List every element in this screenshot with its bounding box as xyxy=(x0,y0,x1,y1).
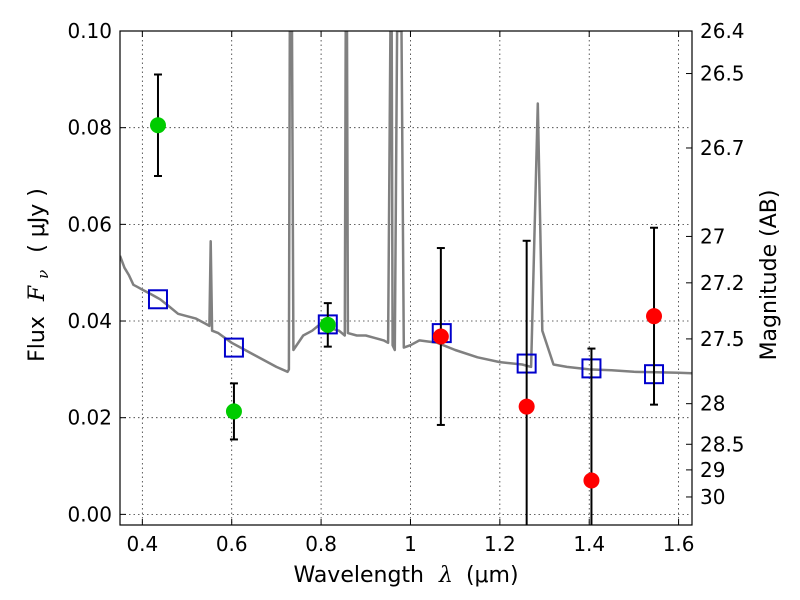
x-axis-label: Wavelength λ (μm) xyxy=(293,563,518,588)
right-tick-label: 27.2 xyxy=(700,271,745,295)
x-tick-label: 0.4 xyxy=(126,532,158,556)
right-tick-label: 27 xyxy=(700,224,725,248)
right-tick-label: 26.7 xyxy=(700,136,745,160)
model-flux-square xyxy=(147,289,168,310)
axes: 0.4 0.6 0.8 1 1.2 1.4 1.6 0.00 0.02 0.04 0.06 0.08 0… xyxy=(67,19,744,556)
right-axis-label: Magnitude (AB) xyxy=(757,190,782,361)
right-tick-label: 26.4 xyxy=(700,19,745,43)
right-tick-label: 28.5 xyxy=(700,432,745,456)
y-tick-label: 0.06 xyxy=(67,212,112,236)
model-flux-square xyxy=(223,337,244,358)
y-axis-label: Flux F ν ( μJy ) xyxy=(25,188,54,362)
right-tick-label: 29 xyxy=(700,458,725,482)
right-tick-label: 30 xyxy=(700,485,725,509)
photometry-point xyxy=(518,398,535,415)
x-tick-label: 1 xyxy=(404,532,417,556)
y-tick-label: 0.10 xyxy=(67,19,112,43)
right-tick-label: 26.5 xyxy=(700,62,745,86)
photometry-point xyxy=(432,328,449,345)
x-tick-label: 1.6 xyxy=(663,532,695,556)
photometry-point xyxy=(646,308,663,325)
right-tick-label: 28 xyxy=(700,392,725,416)
y-tick-label: 0.04 xyxy=(67,309,112,333)
x-tick-label: 1.4 xyxy=(573,532,605,556)
y-tick-label: 0.08 xyxy=(67,116,112,140)
photometry-point xyxy=(149,117,166,134)
photometry-point xyxy=(225,403,242,420)
y-tick-label: 0.02 xyxy=(67,406,112,430)
spectrum-line xyxy=(120,31,692,375)
right-tick-label: 27.5 xyxy=(700,327,745,351)
y-tick-label: 0.00 xyxy=(67,502,112,526)
x-tick-label: 0.6 xyxy=(216,532,248,556)
x-tick-label: 0.8 xyxy=(305,532,337,556)
plot-frame xyxy=(119,30,693,526)
photometry-point xyxy=(583,472,600,489)
grid xyxy=(120,30,692,525)
photometry-point xyxy=(319,316,336,333)
x-tick-label: 1.2 xyxy=(484,532,516,556)
plot-area xyxy=(120,31,692,525)
